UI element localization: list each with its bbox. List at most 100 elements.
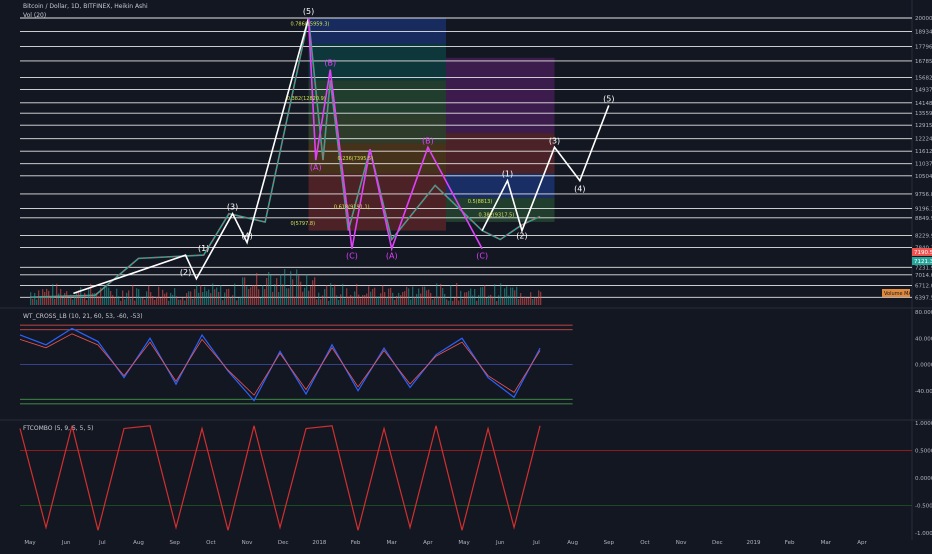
volume-bar [304, 287, 306, 305]
volume-bar [488, 295, 490, 305]
volume-bar [98, 296, 100, 305]
volume-bar [412, 286, 414, 305]
fib-level-label: 0.618(9191.1) [334, 204, 370, 210]
ftc-indicator-label: FTCOMBO (5, 9, 5, 5, 5) [23, 425, 94, 432]
volume-bar [218, 291, 220, 305]
volume-bar [332, 287, 334, 305]
volume-bar [244, 277, 246, 305]
volume-bar [228, 288, 230, 305]
volume-bar [268, 271, 270, 305]
wt-tick-label: -40.0000 [915, 389, 932, 395]
correction-wave-label: (A) [386, 252, 398, 261]
volume-bar [128, 290, 130, 305]
price-badge [912, 248, 932, 256]
volume-bar [144, 299, 146, 305]
fib-level-label: 0.382(12820.9) [287, 96, 326, 102]
volume-bar [110, 291, 112, 305]
volume-bar [76, 292, 78, 305]
volume-bar [444, 293, 446, 305]
fib-zone [446, 57, 555, 134]
volume-bar [100, 287, 102, 305]
volume-bar [454, 297, 456, 305]
volume-bar [344, 298, 346, 305]
volume-bar [396, 295, 398, 305]
volume-bar [402, 292, 404, 305]
volume-bar [284, 269, 286, 305]
wt-tick-label: 0.0000 [915, 363, 932, 369]
fib-zone [308, 18, 446, 44]
volume-bar [280, 274, 282, 305]
volume-bar [496, 300, 498, 305]
chart-title: Bitcoin / Dollar, 1D, BITFINEX, Heikin A… [23, 3, 148, 10]
volume-bar [74, 296, 76, 305]
price-tick-label: 12915.4 [915, 123, 932, 129]
volume-bar [242, 277, 244, 305]
volume-bar [464, 292, 466, 305]
volume-bar [426, 290, 428, 305]
volume-bar [314, 277, 316, 305]
volume-bar [512, 287, 514, 305]
volume-bar [430, 292, 432, 305]
volume-bar [178, 299, 180, 305]
impulse-wave-label: (4) [241, 232, 252, 241]
correction-wave-label: (C) [346, 252, 358, 261]
volume-bar [32, 298, 34, 305]
volume-bar [254, 285, 256, 305]
x-tick-label: Jul [532, 540, 540, 546]
volume-bar [360, 298, 362, 305]
volume-bar [328, 300, 330, 305]
volume-bar [510, 287, 512, 305]
volume-bar [354, 291, 356, 305]
volume-bar [362, 295, 364, 305]
volume-bar [240, 296, 242, 305]
volume-bar [286, 288, 288, 305]
volume-bar [338, 299, 340, 305]
volume-bar [494, 284, 496, 305]
price-tick-label: 11037.4 [915, 162, 932, 168]
volume-bar [230, 297, 232, 305]
volume-bar [58, 293, 60, 305]
fib-zone [308, 143, 446, 174]
price-tick-label: 14937.8 [915, 88, 932, 94]
impulse-wave-label: (1) [198, 244, 209, 253]
volume-bar [150, 292, 152, 305]
volume-bar [392, 292, 394, 305]
volume-bar [86, 300, 88, 305]
volume-bar [386, 296, 388, 305]
volume-bar [248, 289, 250, 305]
volume-bar [122, 290, 124, 305]
volume-bar [416, 294, 418, 305]
price-tick-label: 11612.9 [915, 149, 932, 155]
volume-bar [132, 284, 134, 305]
price-tick-label: 9756.8 [915, 192, 932, 198]
volume-bar [462, 298, 464, 305]
volume-bar [102, 296, 104, 305]
price-series-overlay [29, 17, 541, 298]
volume-bar [234, 283, 236, 305]
volume-bar [526, 298, 528, 305]
volume-bar [30, 292, 32, 305]
wt-series-line [19, 327, 541, 402]
volume-bar [238, 297, 240, 305]
x-tick-label: 2019 [746, 540, 760, 546]
ftc-tick-label: 1.0000 [915, 421, 932, 427]
volume-bar [398, 292, 400, 305]
volume-bar [252, 285, 254, 305]
volume-bar [174, 288, 176, 305]
volume-bar [278, 292, 280, 305]
price-tick-label: 18934.0 [915, 29, 932, 35]
fib-zone [446, 133, 555, 174]
volume-bar [142, 297, 144, 305]
volume-bar [274, 284, 276, 305]
volume-bar [348, 296, 350, 305]
x-tick-label: Aug [133, 540, 144, 546]
volume-bar [318, 292, 320, 305]
volume-bar [434, 296, 436, 305]
volume-bar [406, 286, 408, 305]
volume-bar [384, 292, 386, 305]
forecast-wave-label: (2) [516, 232, 527, 241]
impulse-wave-label: (2) [180, 268, 191, 277]
